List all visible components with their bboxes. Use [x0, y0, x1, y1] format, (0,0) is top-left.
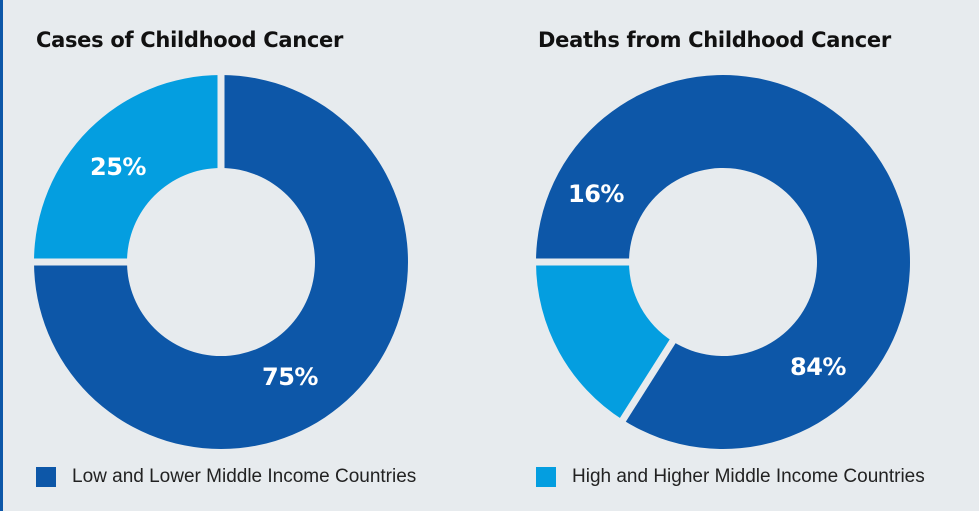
donut-1-slice-0-label: 84% — [790, 353, 846, 381]
legend-item-high-income: High and Higher Middle Income Countries — [536, 466, 925, 488]
donut-1-slice-0 — [536, 74, 910, 449]
donut-0-slice-0-label: 75% — [262, 363, 318, 391]
donut-1-separator-1 — [618, 337, 677, 424]
legend-label-low-income: Low and Lower Middle Income Countries — [72, 466, 417, 487]
chart-title-deaths: Deaths from Childhood Cancer — [538, 28, 891, 52]
legend-swatch-light-blue — [536, 467, 556, 487]
donut-0-slice-1-label: 25% — [90, 153, 146, 181]
legend-item-low-income: Low and Lower Middle Income Countries — [36, 466, 416, 488]
chart-title-cases: Cases of Childhood Cancer — [36, 28, 344, 52]
donut-1-slice-1-label: 16% — [568, 180, 624, 208]
legend-label-high-income: High and Higher Middle Income Countries — [572, 466, 925, 487]
donut-1-slice-1 — [536, 262, 673, 420]
donut-0-slice-0 — [34, 75, 408, 449]
left-accent-rule — [0, 0, 3, 511]
legend-swatch-dark-blue — [36, 467, 56, 487]
donut-0-slice-1 — [34, 75, 221, 262]
